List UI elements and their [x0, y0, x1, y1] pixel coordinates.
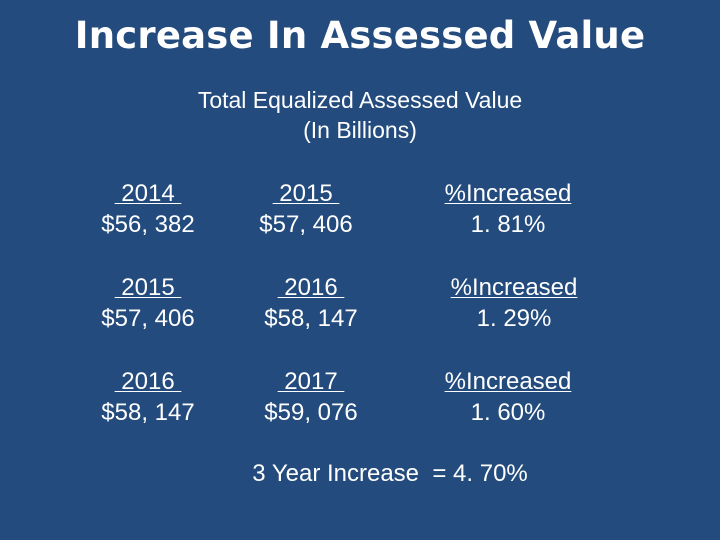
row-3-increase: %Increased 1. 60%	[445, 366, 572, 428]
row-1-increase: %Increased 1. 81%	[445, 178, 572, 240]
subtitle-line-2: (In Billions)	[303, 117, 417, 143]
row-1-increase-label: %Increased	[444, 180, 572, 207]
row-2-start-year: 2015 $57, 406	[101, 272, 194, 334]
subtitle-line-1: Total Equalized Assessed Value	[197, 87, 523, 113]
row-3-start-year: 2016 $58, 147	[101, 366, 194, 428]
row-2-start-value: $57, 406	[101, 305, 195, 332]
row-2-end-value: $58, 147	[264, 305, 358, 332]
row-3-start-value: $58, 147	[101, 399, 195, 426]
row-2-end-year-label: 2016	[277, 274, 345, 301]
row-1-start-year: 2014 $56, 382	[101, 178, 194, 240]
row-2-increase-label: %Increased	[450, 274, 578, 301]
row-2-start-year-label: 2015	[114, 274, 182, 301]
row-1-end-value: $57, 406	[259, 211, 353, 238]
row-3-start-year-label: 2016	[114, 368, 182, 395]
row-2-end-year: 2016 $58, 147	[264, 272, 357, 334]
slide-subtitle: Total Equalized Assessed Value (In Billi…	[0, 85, 720, 145]
row-3-end-year-label: 2017	[277, 368, 345, 395]
row-3-increase-label: %Increased	[444, 368, 572, 395]
row-2-increase-value: 1. 29%	[476, 305, 552, 332]
three-year-total: 3 Year Increase = 4. 70%	[252, 460, 528, 487]
row-3-end-value: $59, 076	[264, 399, 358, 426]
slide-title: Increase In Assessed Value	[74, 14, 646, 57]
row-3-increase-value: 1. 60%	[470, 399, 546, 426]
row-1-start-value: $56, 382	[101, 211, 195, 238]
row-1-end-year-label: 2015	[272, 180, 340, 207]
row-1-increase-value: 1. 81%	[470, 211, 546, 238]
row-3-end-year: 2017 $59, 076	[264, 366, 357, 428]
row-1-start-year-label: 2014	[114, 180, 182, 207]
row-2-increase: %Increased 1. 29%	[451, 272, 578, 334]
row-1-end-year: 2015 $57, 406	[259, 178, 352, 240]
